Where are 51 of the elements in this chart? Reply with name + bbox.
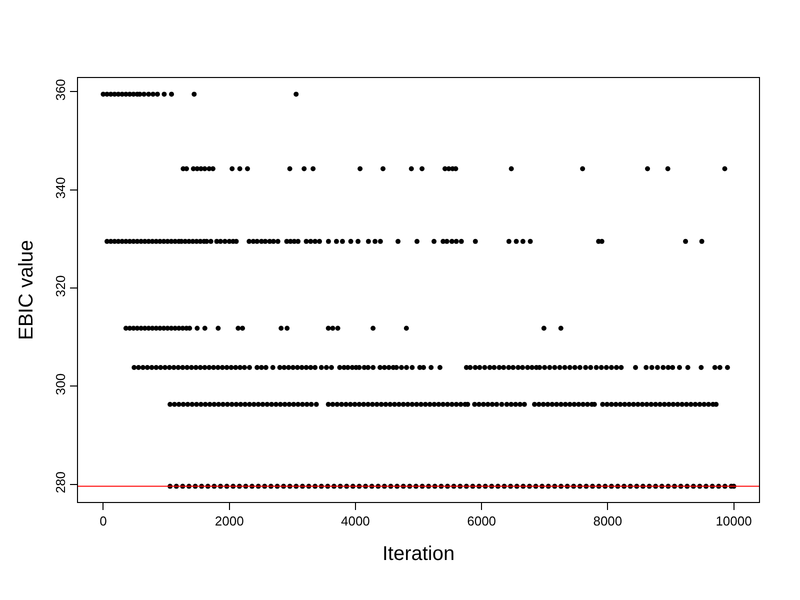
point xyxy=(240,326,246,331)
point xyxy=(202,326,208,331)
point xyxy=(380,166,386,172)
y-tick-label: 360 xyxy=(52,78,68,101)
point xyxy=(558,326,564,331)
point xyxy=(420,166,425,172)
point xyxy=(244,166,250,172)
point xyxy=(370,326,376,331)
y-tick-label: 300 xyxy=(52,373,68,396)
point xyxy=(278,326,284,331)
point xyxy=(192,92,197,97)
point xyxy=(722,166,728,172)
x-tick-label: 6000 xyxy=(467,514,496,529)
point xyxy=(645,166,650,172)
point xyxy=(330,326,336,331)
point xyxy=(358,166,363,172)
point xyxy=(150,92,156,97)
x-tick-label: 2000 xyxy=(214,514,244,529)
point xyxy=(294,92,299,97)
x-tick-label: 0 xyxy=(100,514,107,529)
point xyxy=(142,92,147,97)
point xyxy=(154,92,160,97)
y-tick-label: 340 xyxy=(52,177,68,199)
point xyxy=(326,326,331,331)
point xyxy=(230,166,235,172)
x-tick-label: 4000 xyxy=(340,514,370,529)
point xyxy=(310,166,316,172)
point xyxy=(146,92,152,97)
x-tick-label: 8000 xyxy=(593,514,622,529)
y-axis-title: EBIC value xyxy=(15,240,38,340)
point xyxy=(194,326,200,331)
point xyxy=(184,166,190,172)
point xyxy=(335,326,340,331)
point xyxy=(665,166,670,172)
point xyxy=(162,92,167,97)
x-axis-title: Iteration xyxy=(382,543,455,566)
point xyxy=(508,166,514,172)
point xyxy=(302,166,307,172)
y-tick-label: 320 xyxy=(52,275,68,297)
point xyxy=(287,166,292,172)
point xyxy=(216,326,221,331)
point xyxy=(237,166,242,172)
x-tick-label: 10000 xyxy=(716,514,752,529)
point xyxy=(169,92,174,97)
point xyxy=(580,166,586,172)
point xyxy=(236,326,241,331)
point xyxy=(284,326,290,331)
point xyxy=(408,166,414,172)
point xyxy=(404,326,409,331)
y-tick-label: 280 xyxy=(52,472,68,494)
point xyxy=(541,326,546,331)
